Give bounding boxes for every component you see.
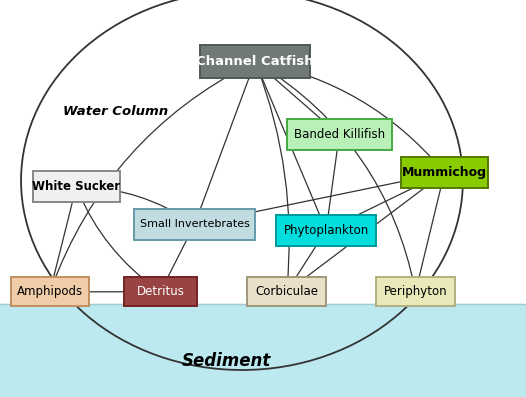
Text: Phytoplankton: Phytoplankton <box>284 224 369 237</box>
FancyBboxPatch shape <box>200 45 310 78</box>
FancyBboxPatch shape <box>287 119 392 150</box>
Text: Small Invertebrates: Small Invertebrates <box>140 219 249 229</box>
Text: Amphipods: Amphipods <box>17 285 83 298</box>
Text: Corbiculae: Corbiculae <box>255 285 318 298</box>
Text: Detritus: Detritus <box>136 285 185 298</box>
Text: Channel Catfish: Channel Catfish <box>196 55 314 68</box>
FancyBboxPatch shape <box>33 171 120 202</box>
Text: Periphyton: Periphyton <box>384 285 447 298</box>
FancyBboxPatch shape <box>376 277 455 306</box>
Text: Sediment: Sediment <box>181 352 271 370</box>
Bar <box>0 304 526 397</box>
FancyBboxPatch shape <box>247 277 326 306</box>
Text: Banded Killifish: Banded Killifish <box>294 129 385 141</box>
FancyBboxPatch shape <box>11 277 89 306</box>
Text: Water Column: Water Column <box>63 105 168 118</box>
FancyBboxPatch shape <box>134 209 255 240</box>
FancyBboxPatch shape <box>401 157 488 188</box>
Text: Mummichog: Mummichog <box>402 166 487 179</box>
FancyBboxPatch shape <box>124 277 197 306</box>
FancyBboxPatch shape <box>276 215 376 246</box>
Text: White Sucker: White Sucker <box>32 180 120 193</box>
